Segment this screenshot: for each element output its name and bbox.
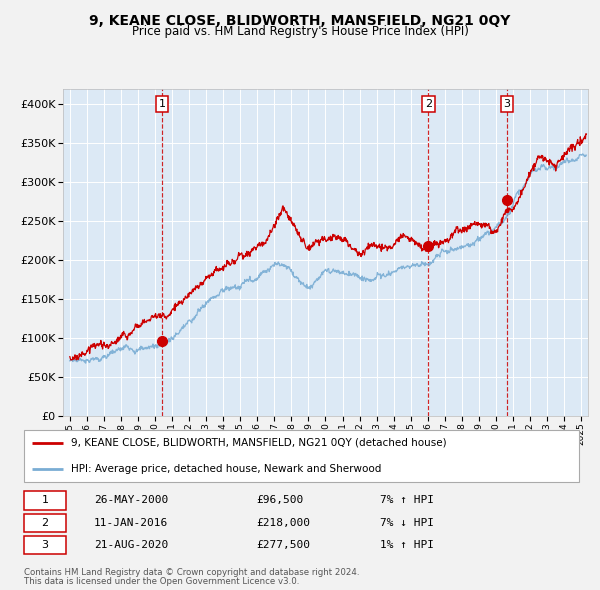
FancyBboxPatch shape xyxy=(24,536,66,554)
FancyBboxPatch shape xyxy=(24,491,66,510)
Text: 7% ↓ HPI: 7% ↓ HPI xyxy=(380,518,434,527)
Text: 1: 1 xyxy=(158,99,166,109)
Text: HPI: Average price, detached house, Newark and Sherwood: HPI: Average price, detached house, Newa… xyxy=(71,464,382,474)
Text: 3: 3 xyxy=(503,99,511,109)
Text: £218,000: £218,000 xyxy=(257,518,311,527)
Text: £277,500: £277,500 xyxy=(257,540,311,550)
Text: This data is licensed under the Open Government Licence v3.0.: This data is licensed under the Open Gov… xyxy=(24,577,299,586)
Text: Contains HM Land Registry data © Crown copyright and database right 2024.: Contains HM Land Registry data © Crown c… xyxy=(24,568,359,577)
Text: 11-JAN-2016: 11-JAN-2016 xyxy=(94,518,168,527)
Text: 26-MAY-2000: 26-MAY-2000 xyxy=(94,496,168,506)
Text: 3: 3 xyxy=(41,540,49,550)
Text: Price paid vs. HM Land Registry's House Price Index (HPI): Price paid vs. HM Land Registry's House … xyxy=(131,25,469,38)
Text: 9, KEANE CLOSE, BLIDWORTH, MANSFIELD, NG21 0QY (detached house): 9, KEANE CLOSE, BLIDWORTH, MANSFIELD, NG… xyxy=(71,438,447,448)
Text: 2: 2 xyxy=(425,99,432,109)
Text: £96,500: £96,500 xyxy=(257,496,304,506)
Text: 7% ↑ HPI: 7% ↑ HPI xyxy=(380,496,434,506)
Text: 1% ↑ HPI: 1% ↑ HPI xyxy=(380,540,434,550)
Text: 2: 2 xyxy=(41,518,49,527)
FancyBboxPatch shape xyxy=(24,430,579,481)
FancyBboxPatch shape xyxy=(24,514,66,532)
Text: 1: 1 xyxy=(41,496,49,506)
Text: 21-AUG-2020: 21-AUG-2020 xyxy=(94,540,168,550)
Text: 9, KEANE CLOSE, BLIDWORTH, MANSFIELD, NG21 0QY: 9, KEANE CLOSE, BLIDWORTH, MANSFIELD, NG… xyxy=(89,14,511,28)
